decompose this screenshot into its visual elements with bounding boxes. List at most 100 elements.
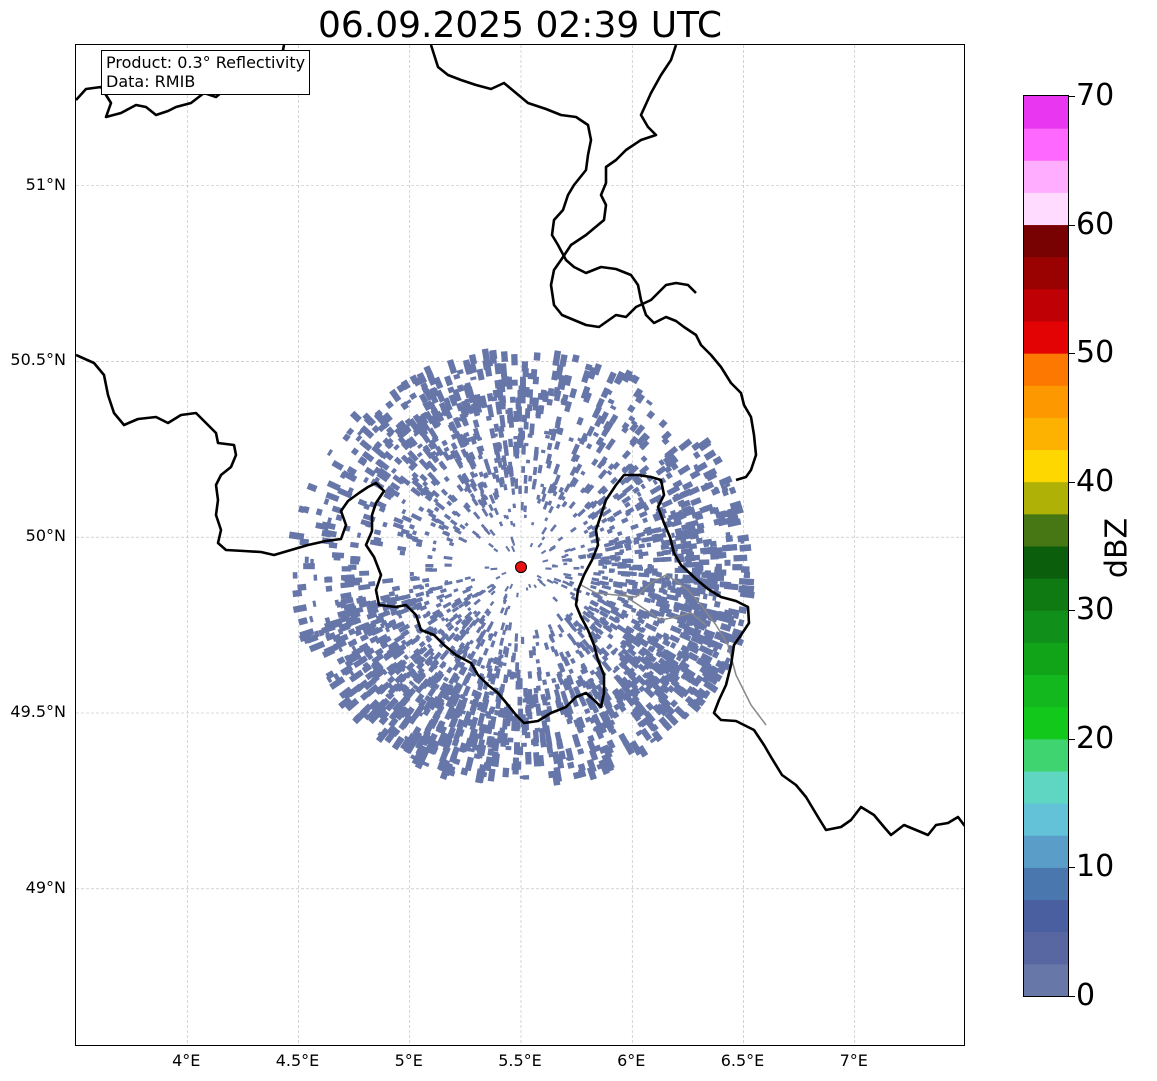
echo-cell: [394, 594, 399, 600]
echo-cell: [613, 616, 620, 622]
echo-cell: [515, 662, 520, 672]
echo-cell: [432, 630, 438, 636]
echo-cell: [339, 471, 347, 480]
echo-cell: [384, 488, 396, 498]
echo-cell: [510, 477, 515, 487]
echo-cell: [529, 542, 534, 548]
echo-cell: [507, 709, 514, 722]
echo-cell: [583, 391, 592, 404]
echo-cell: [613, 674, 626, 687]
echo-cell: [523, 514, 527, 519]
echo-cell: [739, 537, 745, 544]
echo-cell: [585, 484, 595, 495]
echo-cell: [393, 456, 403, 466]
echo-cell: [687, 651, 699, 662]
echo-cell: [455, 699, 464, 710]
echo-cell: [685, 595, 700, 603]
echo-cell: [540, 449, 546, 454]
colorbar-tick-label: 70: [1076, 78, 1115, 113]
echo-cell: [602, 565, 607, 569]
echo-cell: [333, 554, 341, 561]
echo-cell: [660, 584, 665, 590]
echo-cell: [665, 611, 676, 619]
echo-cell: [493, 423, 500, 433]
echo-cell: [446, 537, 454, 543]
echo-cell: [326, 517, 332, 524]
echo-cell: [438, 524, 446, 531]
echo-cell: [643, 710, 656, 724]
echo-cell: [349, 410, 362, 423]
echo-cell: [548, 546, 556, 552]
echo-cell: [585, 500, 596, 510]
echo-cell: [453, 626, 460, 632]
echo-cell: [507, 414, 513, 424]
echo-cell: [567, 761, 575, 769]
echo-cell: [459, 523, 466, 530]
echo-cell: [636, 531, 646, 539]
echo-cell: [547, 623, 553, 631]
echo-cell: [589, 630, 600, 641]
echo-cell: [468, 728, 477, 742]
map-title: 06.09.2025 02:39 UTC: [317, 5, 723, 46]
echo-cell: [660, 544, 670, 551]
echo-cell: [425, 696, 436, 709]
echo-cell: [643, 686, 656, 699]
echo-cell: [638, 554, 644, 559]
echo-cell: [609, 413, 619, 424]
echo-cell: [386, 691, 395, 700]
echo-cell: [643, 505, 650, 512]
echo-cell: [690, 634, 705, 646]
echo-cell: [340, 664, 354, 676]
echo-cell: [623, 669, 630, 676]
echo-cell: [451, 606, 460, 613]
echo-cell: [357, 498, 368, 507]
echo-cell: [600, 387, 611, 399]
echo-cell: [310, 558, 314, 566]
echo-cell: [435, 602, 442, 608]
echo-cell: [475, 768, 485, 784]
echo-cell: [337, 487, 353, 499]
echo-cell: [450, 442, 458, 451]
latitude-tick-label: 51°N: [25, 174, 66, 194]
echo-cell: [571, 354, 580, 363]
echo-cell: [591, 705, 600, 714]
echo-cell: [431, 435, 439, 443]
echo-cell: [399, 550, 406, 556]
echo-cell: [703, 633, 714, 643]
echo-cell: [576, 716, 586, 729]
echo-cell: [554, 731, 562, 743]
echo-cell: [382, 412, 393, 423]
echo-cell: [499, 414, 506, 428]
echo-cell: [587, 605, 593, 611]
echo-cell: [647, 563, 652, 569]
echo-cell: [649, 494, 663, 505]
echo-cell: [477, 482, 485, 494]
echo-cell: [369, 539, 382, 547]
echo-cell: [297, 583, 307, 591]
echo-cell: [583, 680, 592, 690]
echo-cell: [675, 654, 683, 662]
echo-cell: [685, 551, 695, 558]
echo-cell: [440, 488, 449, 496]
echo-cell: [555, 503, 561, 509]
echo-cell: [590, 502, 597, 509]
echo-cell: [625, 679, 633, 686]
echo-cell: [392, 727, 401, 736]
echo-cell: [640, 483, 646, 490]
product-label: Product: 0.3° Reflectivity: [106, 53, 306, 72]
echo-cell: [686, 685, 696, 696]
echo-cell: [424, 583, 430, 588]
echo-cell: [457, 644, 465, 653]
colorbar-swatch: [1024, 771, 1068, 804]
echo-cell: [572, 512, 578, 518]
echo-cell: [459, 628, 466, 635]
echo-cell: [482, 494, 487, 499]
echo-cell: [661, 720, 670, 729]
echo-cell: [682, 629, 691, 638]
echo-cell: [698, 644, 714, 657]
echo-cell: [496, 387, 504, 401]
echo-cell: [494, 667, 501, 679]
echo-cell: [591, 458, 599, 467]
echo-cell: [622, 633, 634, 644]
echo-cell: [427, 588, 433, 594]
